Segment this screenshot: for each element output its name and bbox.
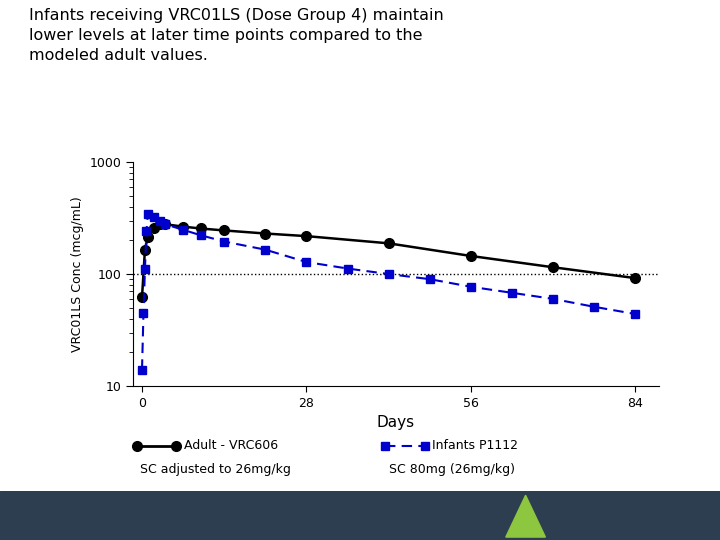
Text: SC adjusted to 26mg/kg: SC adjusted to 26mg/kg	[140, 463, 292, 476]
Y-axis label: VRC01LS Conc (mcg/mL): VRC01LS Conc (mcg/mL)	[71, 196, 84, 352]
X-axis label: Days: Days	[377, 415, 415, 430]
Polygon shape	[505, 495, 546, 537]
Text: Adult - VRC606: Adult - VRC606	[184, 439, 278, 452]
Text: SC 80mg (26mg/kg): SC 80mg (26mg/kg)	[389, 463, 515, 476]
Text: Infants P1112: Infants P1112	[432, 439, 518, 452]
Text: Infants receiving VRC01LS (Dose Group 4) maintain
lower levels at later time poi: Infants receiving VRC01LS (Dose Group 4)…	[29, 8, 444, 63]
